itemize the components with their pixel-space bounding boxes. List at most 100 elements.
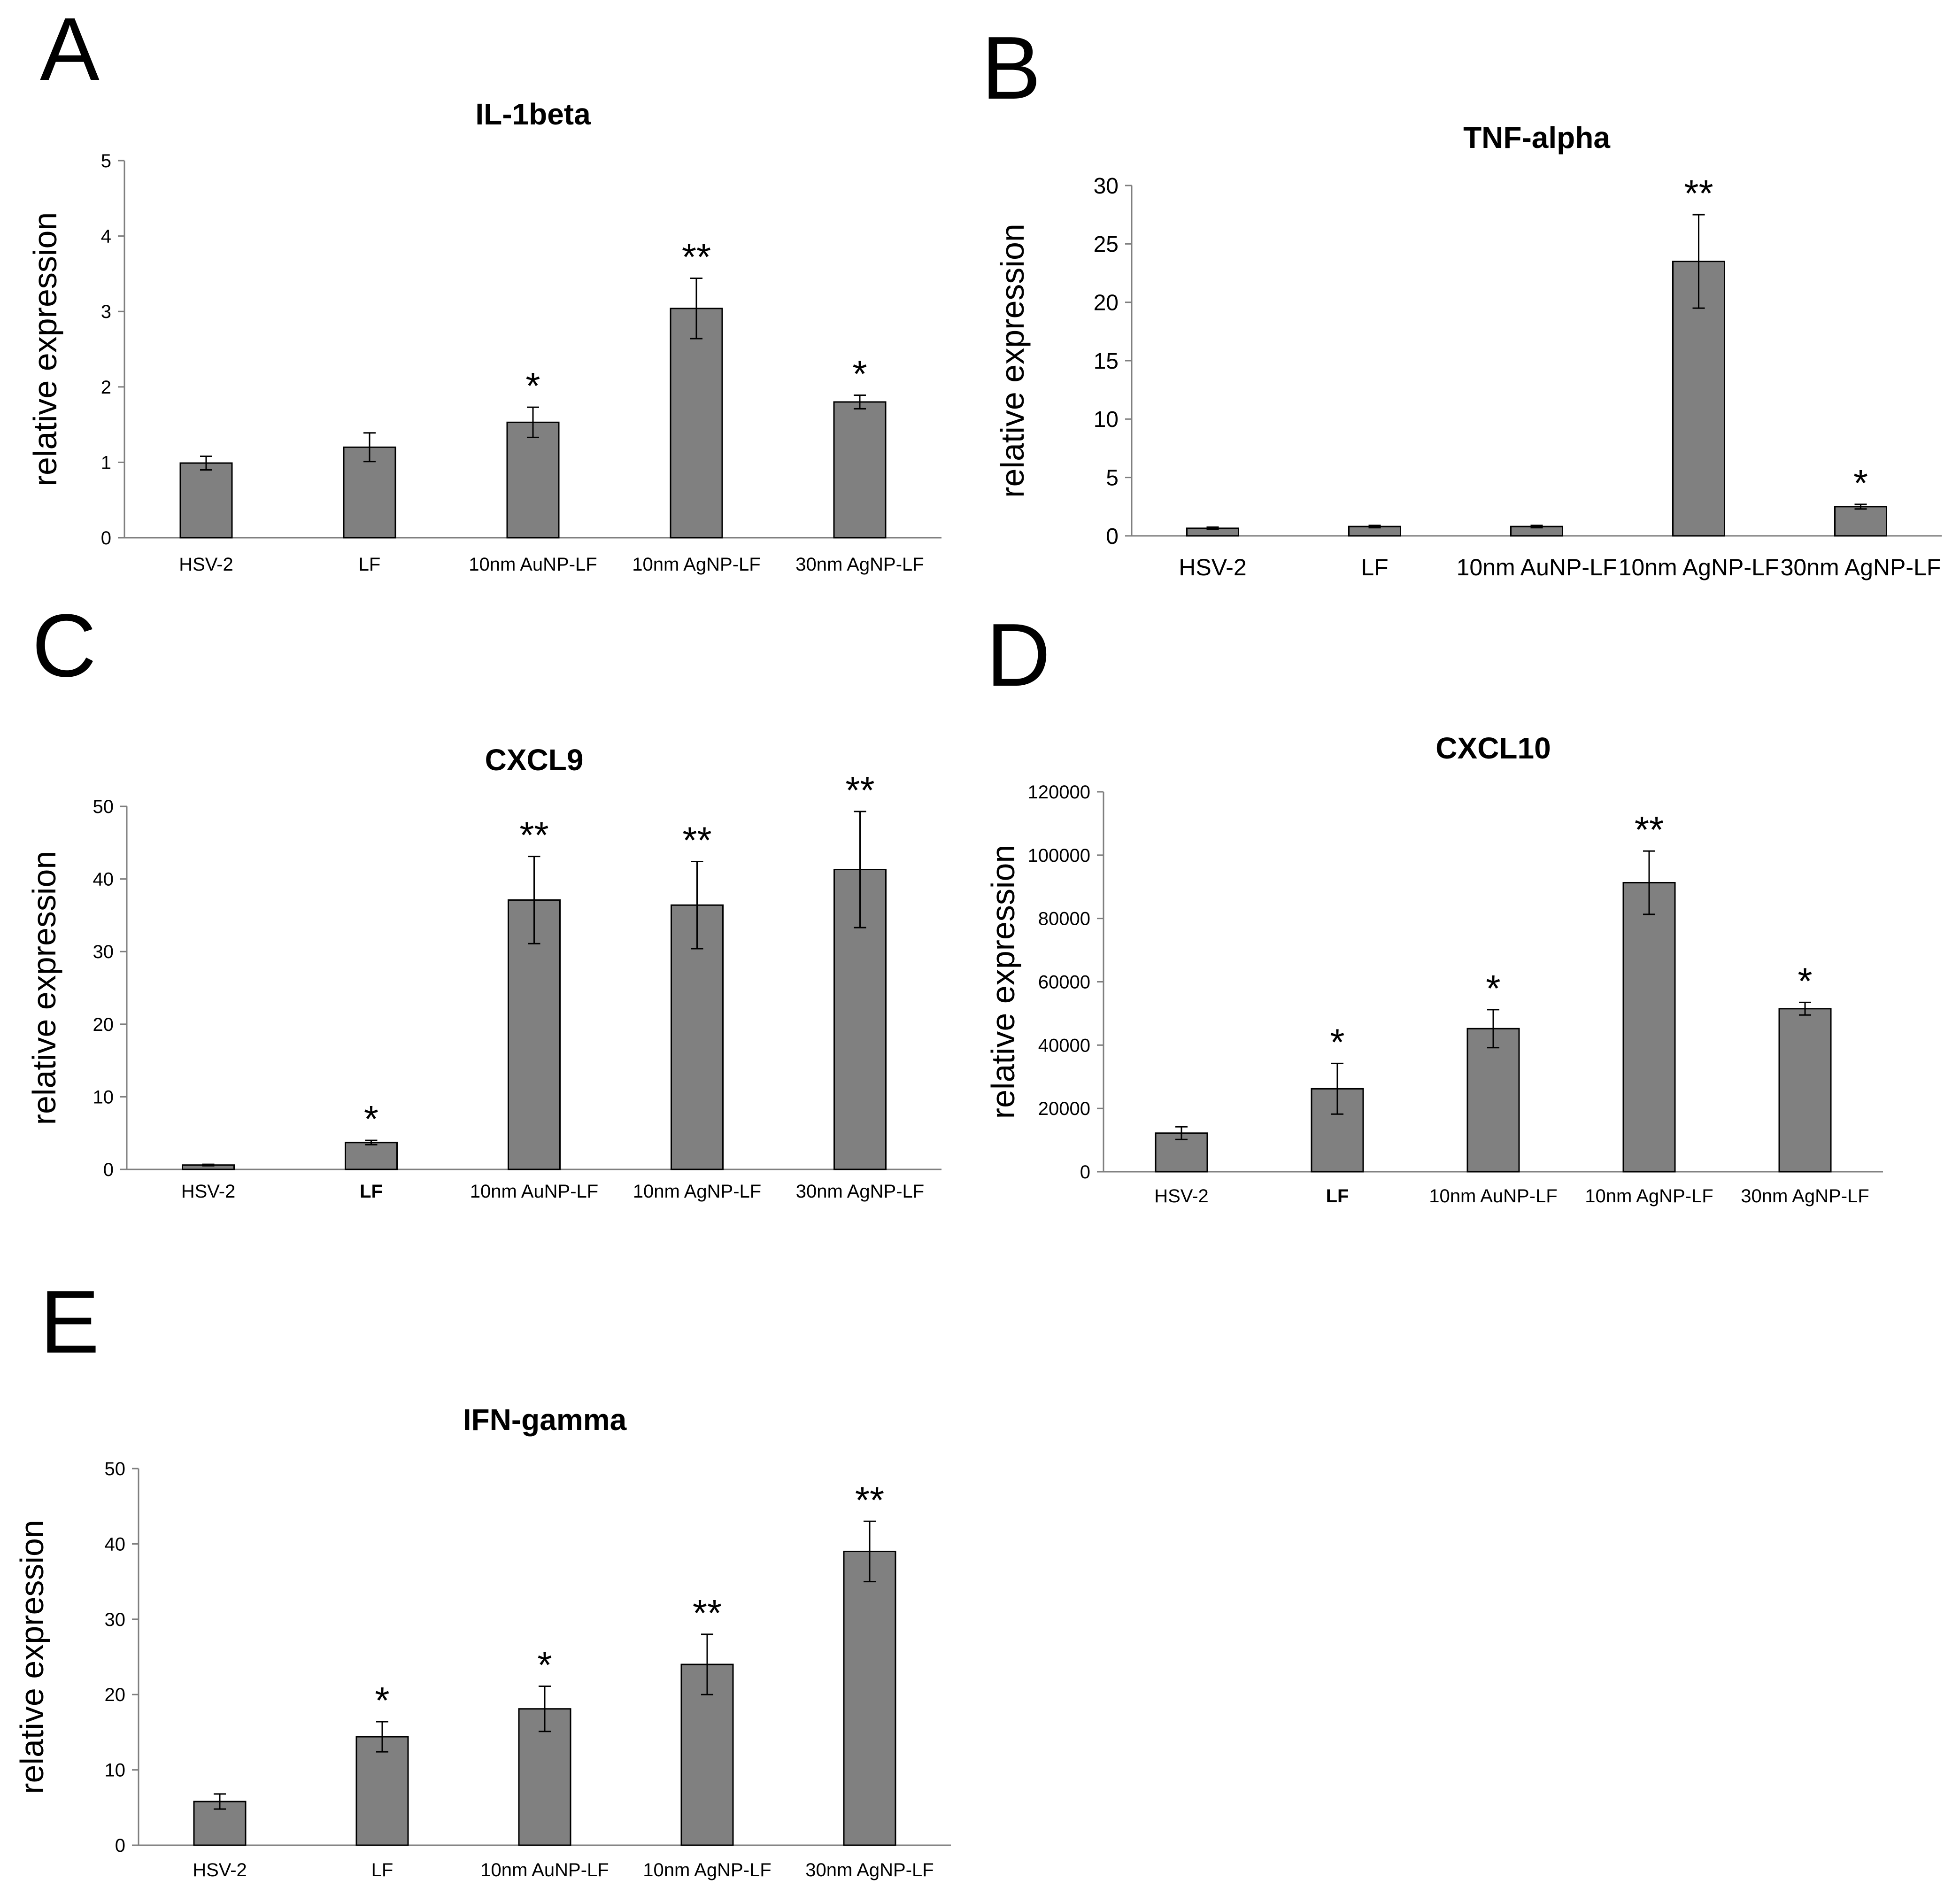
- y-tick-label: 20: [105, 1685, 126, 1705]
- category-label: 10nm AgNP-LF: [632, 554, 760, 575]
- category-label: 30nm AgNP-LF: [805, 1860, 934, 1880]
- panel-letter: D: [986, 605, 1050, 705]
- y-tick-label: 25: [1094, 232, 1119, 257]
- category-label: LF: [359, 554, 381, 575]
- category-label: HSV-2: [179, 554, 233, 575]
- bar: [179, 462, 233, 539]
- category-label: 10nm AgNP-LF: [1585, 1186, 1713, 1207]
- category-label: HSV-2: [193, 1860, 247, 1880]
- y-tick-label: 1: [101, 452, 111, 473]
- y-tick-label: 10: [1094, 407, 1119, 432]
- panel-letter: A: [40, 0, 100, 99]
- panel-a: A IL-1beta relative expression 0 1 2 3 4 5 HSV-2 L…: [27, 0, 941, 575]
- bar: [355, 1736, 409, 1846]
- category-label: HSV-2: [1179, 554, 1247, 580]
- y-tick-label: 0: [115, 1835, 125, 1856]
- category-label: HSV-2: [181, 1181, 236, 1202]
- significance-marker: *: [525, 365, 540, 407]
- category-label: 10nm AgNP-LF: [1619, 554, 1779, 580]
- category-label: 10nm AuNP-LF: [1429, 1186, 1557, 1207]
- chart-title: IL-1beta: [475, 97, 591, 131]
- y-tick-label: 0: [1080, 1162, 1090, 1183]
- bar: [1834, 506, 1887, 537]
- category-label: 10nm AgNP-LF: [633, 1181, 761, 1202]
- panel-c: C CXCL9 relative expression 0 10 20 30 40 50 HSV-…: [26, 596, 941, 1202]
- y-tick-label: 50: [93, 797, 114, 817]
- panel-letter: B: [981, 18, 1041, 118]
- y-tick-label: 20000: [1038, 1098, 1090, 1119]
- significance-marker: **: [855, 1479, 884, 1521]
- significance-marker: *: [852, 353, 867, 394]
- y-tick-label: 40: [105, 1534, 126, 1555]
- bar: [1622, 882, 1676, 1173]
- y-axis-label: relative expression: [26, 851, 62, 1125]
- bar: [506, 421, 560, 539]
- panel-d: D CXCL10 relative expression 0 20000 40000 600…: [985, 605, 1883, 1207]
- bar: [1466, 1028, 1520, 1173]
- bar: [345, 1142, 398, 1170]
- significance-marker: *: [1853, 462, 1868, 504]
- y-tick-label: 20: [93, 1014, 114, 1035]
- y-tick-label: 100000: [1028, 845, 1090, 866]
- panel-e: E IFN-gamma relative expression 0 10 20 30 40 50…: [14, 1272, 951, 1880]
- chart-title: IFN-gamma: [463, 1403, 627, 1437]
- y-tick-label: 120000: [1028, 782, 1090, 803]
- y-tick-label: 10: [105, 1760, 126, 1781]
- category-label: 10nm AgNP-LF: [643, 1860, 771, 1880]
- category-label: LF: [1326, 1186, 1349, 1207]
- category-label: LF: [1361, 554, 1388, 580]
- significance-marker: *: [1486, 967, 1500, 1009]
- bar: [833, 401, 887, 539]
- category-label: LF: [371, 1860, 394, 1880]
- significance-marker: *: [375, 1679, 389, 1721]
- chart-title: CXCL9: [485, 743, 584, 777]
- significance-marker: **: [682, 819, 711, 861]
- significance-marker: **: [693, 1592, 722, 1634]
- y-tick-label: 3: [101, 302, 111, 322]
- y-tick-label: 40000: [1038, 1035, 1090, 1056]
- category-label: 10nm AuNP-LF: [1457, 554, 1617, 580]
- category-label: 30nm AgNP-LF: [795, 554, 924, 575]
- y-tick-label: 5: [1106, 465, 1119, 490]
- category-label: 30nm AgNP-LF: [796, 1181, 924, 1202]
- category-label: 10nm AuNP-LF: [480, 1860, 609, 1880]
- y-tick-label: 15: [1094, 349, 1119, 374]
- y-tick-label: 30: [1094, 174, 1119, 199]
- significance-marker: *: [364, 1098, 378, 1140]
- significance-marker: **: [682, 236, 711, 278]
- y-tick-label: 40: [93, 869, 114, 890]
- bar: [1778, 1008, 1832, 1173]
- bar: [843, 1550, 896, 1846]
- category-label: 10nm AuNP-LF: [470, 1181, 598, 1202]
- significance-marker: **: [845, 769, 874, 811]
- y-axis-label: relative expression: [14, 1520, 50, 1794]
- y-tick-label: 20: [1094, 290, 1119, 315]
- y-axis-label: relative expression: [994, 224, 1031, 498]
- y-tick-label: 2: [101, 377, 111, 398]
- y-tick-label: 0: [1106, 524, 1119, 549]
- y-tick-label: 30: [105, 1609, 126, 1630]
- bar: [670, 308, 723, 539]
- y-axis-label: relative expression: [985, 845, 1021, 1119]
- y-axis-label: relative expression: [27, 212, 63, 487]
- y-tick-label: 50: [105, 1459, 126, 1479]
- chart-title: TNF-alpha: [1463, 121, 1610, 155]
- y-tick-label: 60000: [1038, 972, 1090, 993]
- y-tick-label: 0: [103, 1160, 114, 1180]
- y-tick-label: 30: [93, 942, 114, 962]
- category-label: 10nm AuNP-LF: [469, 554, 597, 575]
- panel-b: B TNF-alpha relative expression 0 5 10 15 20 25 3…: [981, 18, 1942, 580]
- category-label: HSV-2: [1154, 1186, 1209, 1207]
- y-tick-label: 0: [101, 528, 111, 549]
- significance-marker: **: [1684, 172, 1713, 214]
- y-tick-label: 4: [101, 226, 111, 247]
- y-tick-label: 80000: [1038, 909, 1090, 929]
- significance-marker: *: [1330, 1021, 1344, 1063]
- y-tick-label: 10: [93, 1087, 114, 1107]
- bar: [343, 446, 396, 539]
- category-label: LF: [360, 1181, 383, 1202]
- category-label: 30nm AgNP-LF: [1781, 554, 1941, 580]
- panel-letter: E: [40, 1272, 100, 1372]
- significance-marker: *: [1798, 960, 1812, 1002]
